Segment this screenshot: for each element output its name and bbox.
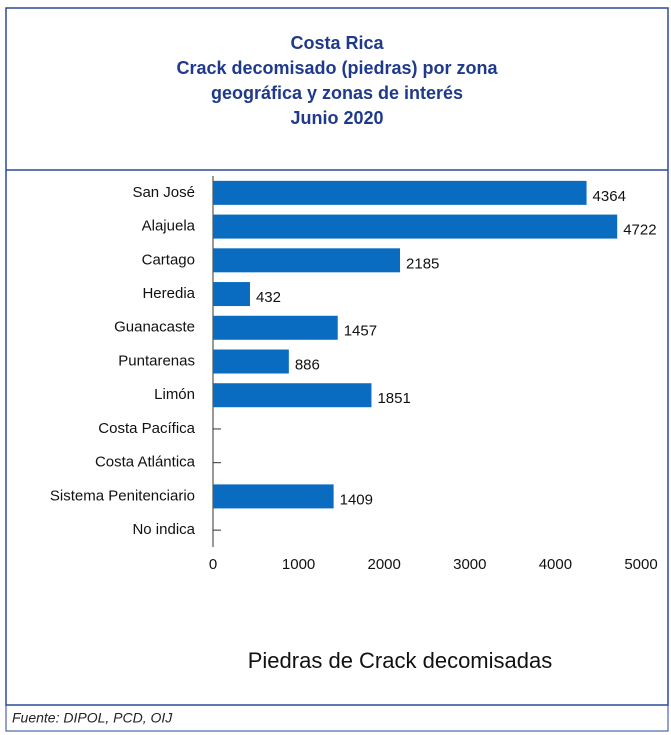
y-tick-label: Guanacaste <box>114 319 195 336</box>
chart-title: geográfica y zonas de interés <box>211 83 463 103</box>
y-tick-label: Sistema Penitenciario <box>50 487 195 504</box>
y-tick-label: No indica <box>132 521 195 538</box>
source-box <box>5 704 669 732</box>
bar <box>213 484 334 509</box>
y-tick-label: Alajuela <box>142 218 196 235</box>
bar <box>213 248 401 273</box>
y-tick-label: Limón <box>154 386 195 403</box>
value-label: 2185 <box>406 255 439 272</box>
y-tick-label: Puntarenas <box>118 352 195 369</box>
bar <box>213 349 289 374</box>
bar <box>213 214 618 239</box>
bar <box>213 383 372 408</box>
value-label: 4722 <box>623 222 656 239</box>
y-tick-label: San José <box>132 184 195 201</box>
chart-title: Junio 2020 <box>290 108 383 128</box>
chart-title: Crack decomisado (piedras) por zona <box>176 58 498 78</box>
x-tick-label: 3000 <box>453 556 486 573</box>
x-tick-label: 5000 <box>624 556 657 573</box>
x-tick-label: 1000 <box>282 556 315 573</box>
value-label: 1851 <box>377 390 410 407</box>
x-axis-title: Piedras de Crack decomisadas <box>248 648 552 673</box>
value-label: 4364 <box>593 188 626 205</box>
y-tick-label: Costa Pacífica <box>98 420 195 437</box>
value-label: 886 <box>295 356 320 373</box>
x-tick-label: 2000 <box>368 556 401 573</box>
bar <box>213 315 338 340</box>
value-label: 1409 <box>340 491 373 508</box>
y-tick-label: Costa Atlántica <box>95 454 196 471</box>
source: Fuente: DIPOL, PCD, OIJ <box>12 710 173 726</box>
chart-title: Costa Rica <box>290 33 384 53</box>
bar <box>213 282 250 307</box>
bar <box>213 180 587 205</box>
y-tick-label: Cartago <box>142 251 195 268</box>
y-tick-label: Heredia <box>142 285 195 302</box>
value-label: 1457 <box>344 323 377 340</box>
value-label: 432 <box>256 289 281 306</box>
x-tick-label: 4000 <box>539 556 572 573</box>
x-tick-label: 0 <box>209 556 217 573</box>
